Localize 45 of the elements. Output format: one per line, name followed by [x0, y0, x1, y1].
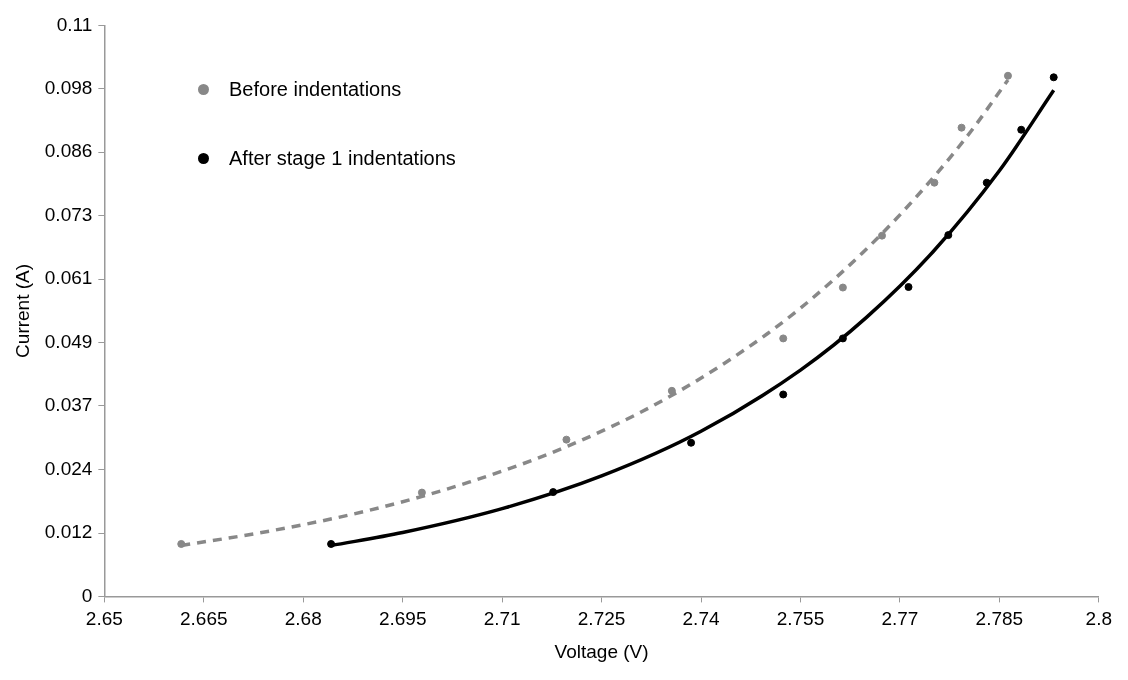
point — [838, 334, 847, 343]
point — [838, 283, 847, 292]
point — [1003, 71, 1012, 80]
point — [417, 488, 426, 497]
x-axis-title: Voltage (V) — [554, 640, 649, 662]
x-tick-label: 2.785 — [975, 608, 1024, 630]
x-tick-label: 2.725 — [577, 608, 626, 630]
point — [957, 123, 966, 132]
y-tick-label: 0.061 — [44, 267, 93, 289]
point — [549, 488, 558, 497]
point — [878, 231, 886, 240]
point — [687, 438, 696, 447]
point — [944, 231, 953, 240]
x-tick-label: 2.77 — [881, 608, 919, 630]
point — [667, 386, 676, 395]
x-tick-label: 2.665 — [180, 608, 228, 630]
point — [327, 539, 336, 548]
y-tick-label: 0.024 — [44, 457, 93, 479]
y-axis-title: Current (A) — [11, 263, 33, 358]
y-tick-label: 0.11 — [56, 13, 93, 35]
y-tick-label: 0.086 — [44, 140, 93, 162]
point — [562, 435, 571, 444]
y-tick-label: 0.037 — [44, 394, 93, 416]
x-tick-label: 2.71 — [483, 608, 521, 630]
point — [1017, 125, 1026, 134]
x-tick-label: 2.8 — [1085, 608, 1112, 630]
point — [177, 539, 186, 548]
legend-label: Before indentations — [229, 78, 402, 101]
y-tick-label: 0.073 — [44, 204, 93, 226]
y-tick-label: 0 — [81, 584, 93, 606]
point — [1049, 73, 1058, 82]
point — [779, 390, 788, 399]
legend-label: After stage 1 indentations — [229, 147, 456, 170]
point — [982, 178, 991, 187]
x-tick-label: 2.74 — [682, 608, 720, 630]
y-tick-label: 0.098 — [44, 76, 93, 98]
point — [904, 283, 913, 292]
x-tick-label: 2.695 — [378, 608, 427, 630]
point — [779, 334, 788, 343]
x-tick-label: 2.68 — [284, 608, 322, 630]
x-tick-label: 2.65 — [85, 608, 123, 630]
x-tick-label: 2.755 — [776, 608, 825, 630]
y-tick-label: 0.012 — [44, 521, 93, 543]
point — [930, 178, 939, 187]
y-tick-label: 0.049 — [44, 330, 93, 352]
